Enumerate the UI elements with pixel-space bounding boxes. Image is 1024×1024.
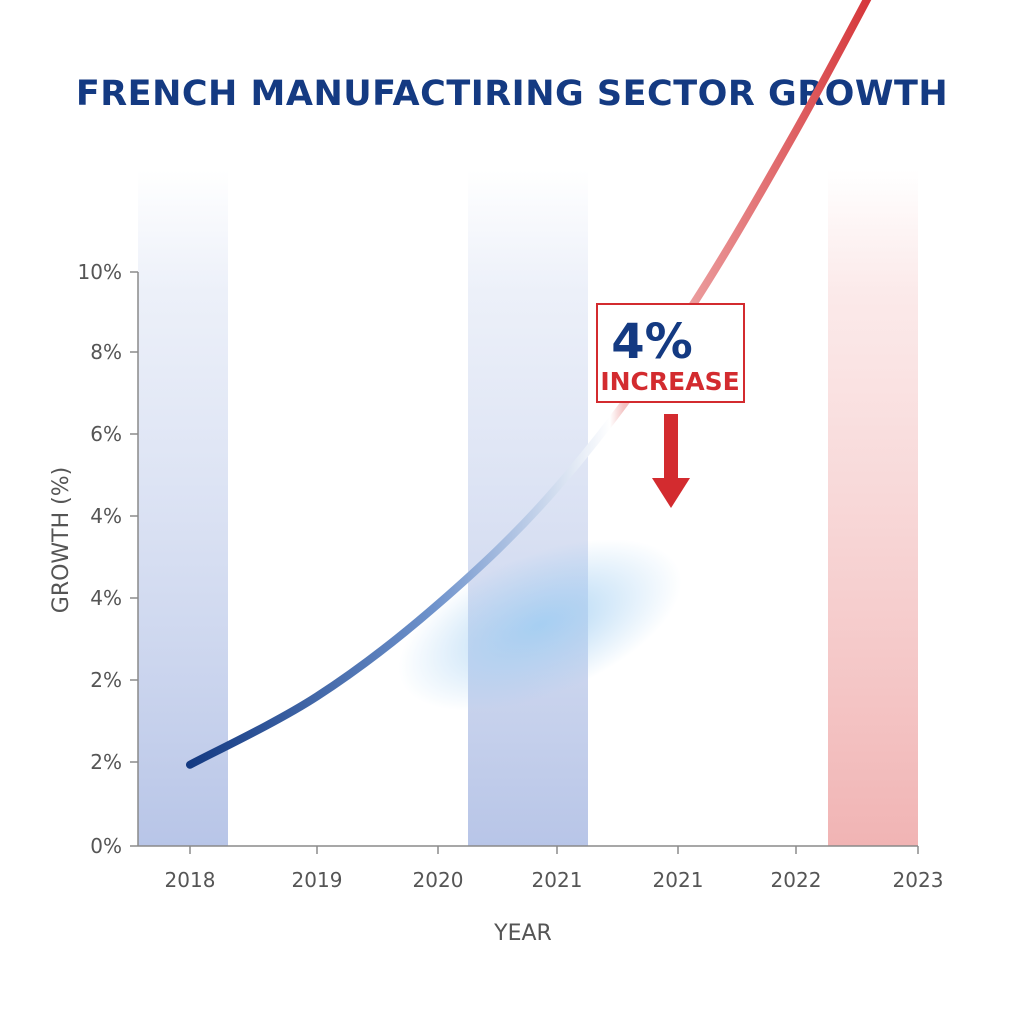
x-tick-label: 2018 (165, 868, 216, 892)
y-tick-label: 0% (90, 834, 122, 858)
x-axis-label: YEAR (493, 921, 552, 946)
chart-title: FRENCH MANUFACTIRING SECTOR GROWTH (75, 74, 949, 114)
y-tick-label: 2% (90, 668, 122, 692)
y-axis-label: GROWTH (%) (49, 467, 74, 613)
y-tick-label: 2% (90, 750, 122, 774)
y-tick-label: 10% (78, 260, 122, 284)
x-tick-label: 2019 (292, 868, 343, 892)
highlight-band-2023 (828, 170, 918, 846)
growth-series-line (186, 0, 872, 769)
callout-value: 4% (611, 314, 693, 370)
x-tick-label: 2021 (653, 868, 704, 892)
callout-arrow-head (652, 478, 690, 508)
y-tick-label: 4% (90, 504, 122, 528)
y-tick-label: 8% (90, 340, 122, 364)
x-tick-label: 2022 (771, 868, 822, 892)
highlight-band-2018 (138, 170, 228, 846)
x-tick-label: 2021 (532, 868, 583, 892)
y-tick-label: 6% (90, 422, 122, 446)
x-tick-label: 2020 (413, 868, 464, 892)
callout-label: INCREASE (600, 367, 739, 396)
callout-arrow-shaft (664, 414, 678, 482)
x-tick-label: 2023 (893, 868, 944, 892)
y-tick-label: 4% (90, 586, 122, 610)
callout-box (596, 303, 745, 403)
highlight-band-2021 (468, 170, 588, 846)
line-glow (398, 539, 682, 711)
